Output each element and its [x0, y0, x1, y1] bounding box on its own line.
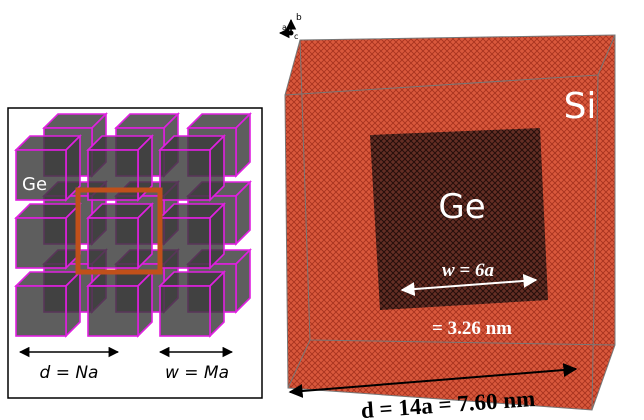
cube-face [160, 150, 210, 200]
d-label: d = Na [40, 363, 99, 383]
cube-face [160, 286, 210, 336]
si-label: Si [564, 86, 597, 127]
axis-label: c [294, 32, 298, 41]
axis-label: a [282, 23, 287, 32]
w-label: w = Ma [165, 363, 229, 383]
cube-face [88, 218, 138, 268]
axis-label: b [296, 13, 302, 23]
w-label: w = 6a [442, 260, 494, 281]
figure: b a c Ge d = Na w = Ma Si Ge w = 6a = 3.… [0, 0, 644, 420]
w-nm-label: = 3.26 nm [432, 318, 512, 339]
cube-face [16, 286, 66, 336]
cube-lattice [16, 114, 250, 336]
ge-core-label: Ge [438, 187, 485, 227]
cube-face [160, 218, 210, 268]
cube-face [16, 218, 66, 268]
cube-face [88, 286, 138, 336]
axis-glyph: b a c [280, 13, 302, 41]
ge-label: Ge [22, 174, 47, 195]
